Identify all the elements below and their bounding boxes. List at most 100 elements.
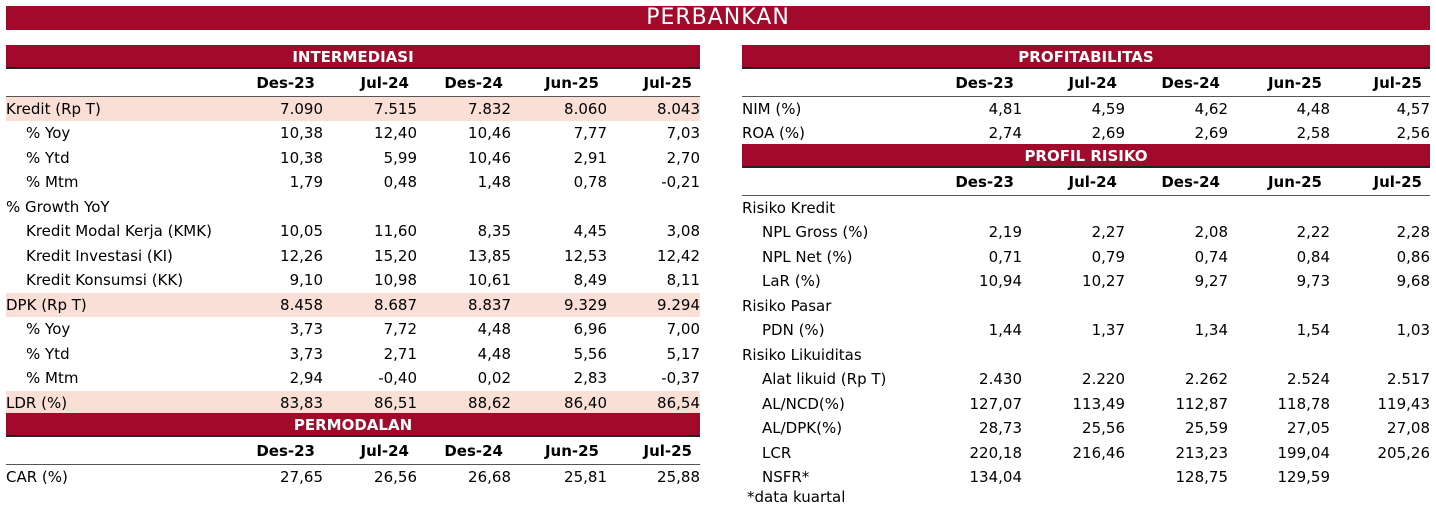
cell-value: 6,96 — [573, 320, 607, 339]
cell-value: 26,68 — [468, 467, 511, 486]
row-label: % Yoy — [26, 124, 71, 143]
cell-value: 25,56 — [1082, 419, 1125, 438]
cell-value: 8,35 — [477, 222, 511, 241]
label-column-header — [742, 71, 922, 97]
cell-value — [1022, 343, 1125, 368]
cell-value: 4,59 — [1091, 99, 1125, 118]
cell-value: -0,37 — [661, 369, 700, 388]
table-row: AL/NCD(%) 127,07 113,49 112,87 118,78 119,43 — [742, 392, 1430, 417]
cell-value: 13,85 — [468, 246, 511, 265]
cell-value: 10,38 — [280, 148, 323, 167]
cell-value: 25,81 — [564, 467, 607, 486]
cell-value: 2.524 — [1287, 370, 1330, 389]
profil-risiko-table: Des-23 Jul-24 Des-24 Jun-25 Jul-25 Risik… — [742, 170, 1430, 490]
intermediasi-header: INTERMEDIASI — [6, 45, 700, 69]
row-label: AL/DPK(%) — [762, 419, 843, 438]
table-row: NIM (%) 4,81 4,59 4,62 4,48 4,57 — [742, 96, 1430, 121]
row-label: Alat likuid (Rp T) — [762, 370, 887, 389]
cell-value: 10,98 — [374, 271, 417, 290]
cell-value: 134,04 — [969, 468, 1023, 487]
table-row: NPL Net (%) 0,71 0,79 0,74 0,84 0,86 — [742, 245, 1430, 270]
cell-value: 10,38 — [280, 124, 323, 143]
cell-value: 0,79 — [1091, 247, 1125, 266]
footnote: *data kuartal — [747, 488, 846, 506]
cell-value — [511, 195, 607, 220]
cell-value — [1228, 195, 1330, 220]
cell-value: 7,77 — [573, 124, 607, 143]
cell-value — [1228, 294, 1330, 319]
cell-value: 128,75 — [1175, 468, 1229, 487]
cell-value — [1330, 195, 1430, 220]
cell-value: 0,02 — [477, 369, 511, 388]
cell-value: 129,59 — [1277, 468, 1331, 487]
cell-value — [1125, 195, 1228, 220]
cell-value: 2,74 — [988, 124, 1022, 143]
row-label: Risiko Likuiditas — [742, 345, 862, 364]
column-header: Jul-25 — [1330, 71, 1430, 97]
cell-value: 119,43 — [1377, 394, 1431, 413]
row-label: Kredit (Rp T) — [6, 96, 228, 121]
column-header: Des-24 — [417, 71, 511, 97]
table-row: Risiko Pasar — [742, 294, 1430, 319]
profil-risiko-column-header: Des-23 Jul-24 Des-24 Jun-25 Jul-25 — [742, 170, 1430, 196]
column-header: Des-24 — [1125, 170, 1228, 196]
profitabilitas-column-header: Des-23 Jul-24 Des-24 Jun-25 Jul-25 — [742, 71, 1430, 97]
cell-value: 10,46 — [468, 124, 511, 143]
cell-value: 27,65 — [280, 467, 323, 486]
cell-value: 10,27 — [1082, 272, 1125, 291]
profitabilitas-body: Des-23 Jul-24 Des-24 Jun-25 Jul-25 NIM (… — [742, 71, 1430, 146]
cell-value: 3,73 — [289, 320, 323, 339]
table-row: % Mtm 2,94 -0,40 0,02 2,83 -0,37 — [6, 366, 700, 391]
cell-value — [607, 195, 700, 220]
cell-value: 25,88 — [657, 467, 700, 486]
cell-value: 2.262 — [1185, 370, 1228, 389]
cell-value: 28,73 — [979, 419, 1022, 438]
cell-value: 4,48 — [477, 320, 511, 339]
cell-value — [1228, 343, 1330, 368]
column-header: Jul-25 — [607, 71, 700, 97]
table-row: LDR (%) 83,83 86,51 88,62 86,40 86,54 — [6, 390, 700, 415]
cell-value: 9,10 — [289, 271, 323, 290]
table-row: Kredit Modal Kerja (KMK) 10,05 11,60 8,35 4,… — [6, 219, 700, 244]
cell-value: 2,70 — [666, 148, 700, 167]
cell-value: 2,91 — [573, 148, 607, 167]
cell-value: 10,94 — [979, 272, 1022, 291]
cell-value: 2,58 — [1296, 124, 1330, 143]
table-row: % Yoy 10,38 12,40 10,46 7,77 7,03 — [6, 121, 700, 146]
row-label: NIM (%) — [742, 99, 802, 118]
cell-value — [922, 195, 1022, 220]
cell-value: 2,28 — [1396, 223, 1430, 242]
permodalan-body: Des-23 Jul-24 Des-24 Jun-25 Jul-25 CAR (… — [6, 439, 700, 489]
cell-value: 3,08 — [666, 222, 700, 241]
column-header: Jun-25 — [1228, 71, 1330, 97]
cell-value: 8.837 — [417, 292, 511, 317]
cell-value: 86,54 — [607, 390, 700, 415]
row-label: % Growth YoY — [6, 197, 110, 216]
cell-value: 2,94 — [289, 369, 323, 388]
intermediasi-body: Des-23 Jul-24 Des-24 Jun-25 Jul-25 Kredi… — [6, 71, 700, 415]
row-label: CAR (%) — [6, 467, 68, 486]
cell-value: 4,48 — [1296, 99, 1330, 118]
cell-value: 7.090 — [228, 96, 323, 121]
cell-value: 9,73 — [1296, 272, 1330, 291]
cell-value: 7,03 — [666, 124, 700, 143]
column-header: Jul-25 — [607, 439, 700, 465]
cell-value — [922, 343, 1022, 368]
row-label: Risiko Kredit — [742, 198, 836, 217]
cell-value: 8.060 — [511, 96, 607, 121]
cell-value: 4,48 — [477, 344, 511, 363]
column-header: Jul-25 — [1330, 170, 1430, 196]
cell-value: 2,69 — [1091, 124, 1125, 143]
row-label: % Yoy — [26, 320, 71, 339]
row-label: AL/NCD(%) — [762, 394, 845, 413]
cell-value: 2,69 — [1194, 124, 1228, 143]
cell-value: 2,08 — [1194, 223, 1228, 242]
table-row: NSFR* 134,04 128,75 129,59 — [742, 465, 1430, 490]
table-row: Risiko Kredit — [742, 195, 1430, 220]
row-label: % Ytd — [26, 148, 70, 167]
cell-value: 1,79 — [289, 173, 323, 192]
table-row: NPL Gross (%) 2,19 2,27 2,08 2,22 2,28 — [742, 220, 1430, 245]
cell-value: 4,62 — [1194, 99, 1228, 118]
cell-value — [1022, 294, 1125, 319]
table-row: % Ytd 3,73 2,71 4,48 5,56 5,17 — [6, 342, 700, 367]
